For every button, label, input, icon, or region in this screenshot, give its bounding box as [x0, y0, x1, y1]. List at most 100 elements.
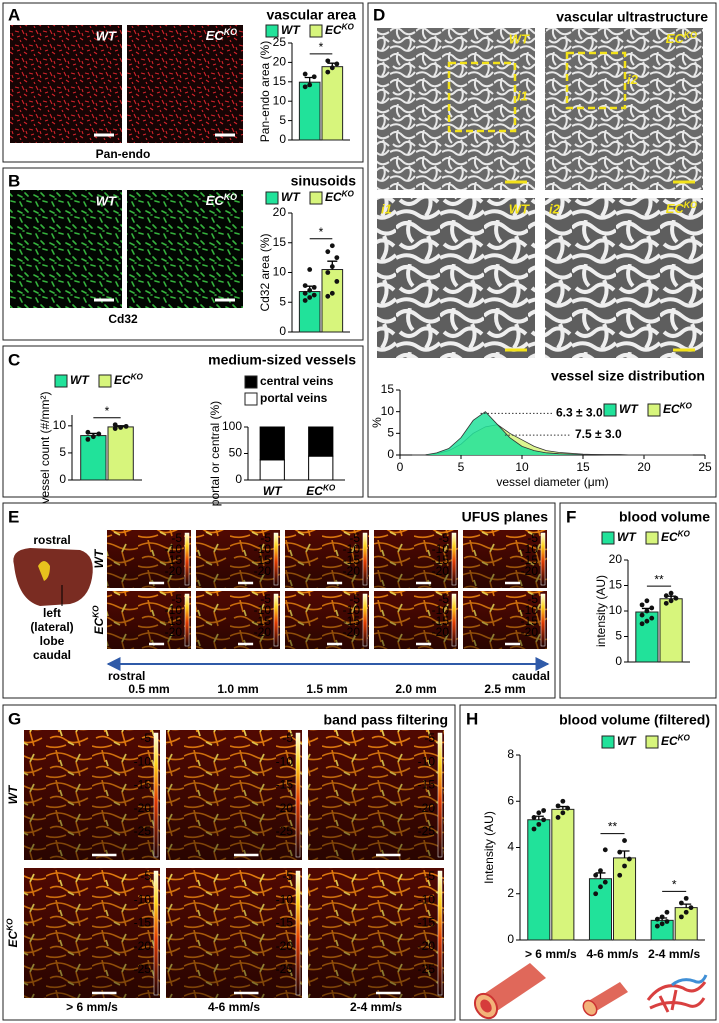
data-point	[302, 298, 308, 303]
colorbar-tick: -20	[418, 939, 436, 953]
colorbar-tick: -10	[165, 603, 183, 617]
data-point	[307, 295, 313, 300]
data-point	[325, 293, 331, 299]
legend-swatch	[309, 24, 323, 38]
image-label-main: EC	[666, 31, 685, 46]
y-tick-label: 6	[507, 793, 514, 807]
data-point	[329, 290, 335, 296]
colorbar-tick: -20	[418, 801, 436, 815]
image-shade	[374, 530, 458, 588]
row-label: ECKO	[91, 605, 106, 635]
y-tick-label: 10	[273, 265, 287, 279]
x-tick-label: 2-4 mm/s	[648, 947, 700, 961]
bar	[613, 857, 637, 941]
row-label: WT	[92, 548, 106, 568]
data-point	[683, 909, 689, 915]
x-tick-label: 10	[515, 460, 529, 474]
image-label: WT	[96, 28, 117, 43]
colorbar	[540, 532, 546, 586]
data-point	[311, 74, 317, 80]
y-axis-label: Cd32 area (%)	[258, 233, 272, 311]
data-point	[639, 602, 645, 608]
data-point	[644, 608, 650, 614]
annotation: 6.3 ± 3.0	[556, 406, 603, 420]
y-tick-label: 0	[279, 132, 286, 146]
row-label-sup: KO	[5, 918, 14, 931]
colorbar-tick: -15	[432, 614, 450, 628]
data-point	[683, 895, 689, 901]
x-tick-label-sup: KO	[323, 483, 336, 492]
bar	[107, 426, 134, 481]
colorbar-tick: -15	[418, 778, 436, 792]
colorbar-tick: -5	[438, 531, 449, 545]
colorbar-tick: -25	[134, 824, 152, 838]
axis-end: rostral	[108, 669, 145, 683]
colorbar-tick: -20	[165, 564, 183, 578]
legend-label: portal veins	[260, 391, 328, 405]
bar	[659, 598, 683, 663]
legend-swatch	[601, 531, 615, 545]
data-point	[118, 425, 124, 430]
x-tick-label: ECKO	[306, 483, 336, 498]
data-point	[85, 429, 91, 435]
data-point	[593, 872, 599, 878]
colorbar-tick: -20	[521, 625, 539, 639]
colorbar-tick: -15	[343, 614, 361, 628]
colorbar-tick: -20	[165, 625, 183, 639]
y-tick-label: 25	[273, 35, 287, 49]
colorbar-tick: -5	[140, 731, 151, 745]
legend-label-sup: KO	[680, 401, 693, 410]
liver-label: caudal	[33, 648, 71, 662]
data-point	[639, 612, 645, 618]
panel-letter: B	[8, 171, 20, 190]
significance-label: **	[608, 820, 618, 834]
data-point	[555, 815, 561, 820]
legend-label: WT	[70, 373, 90, 387]
legend-label-main: EC	[114, 373, 131, 387]
data-point	[602, 847, 608, 853]
data-point	[541, 808, 547, 813]
colorbar	[184, 532, 190, 586]
row-label-main: EC	[6, 930, 20, 947]
liver-icon	[13, 548, 93, 606]
y-axis-label: Intensity (AU)	[482, 811, 496, 884]
colorbar	[437, 870, 443, 996]
row-label-sup: KO	[91, 605, 100, 618]
y-tick-label: 0	[507, 932, 514, 946]
data-point	[663, 600, 669, 606]
y-axis-label: intensity (AU)	[594, 575, 608, 647]
colorbar-tick: -10	[418, 754, 436, 768]
column-label: 4-6 mm/s	[208, 1000, 260, 1014]
image-label-sup: KO	[684, 30, 697, 40]
panel-letter: D	[373, 5, 385, 24]
colorbar-tick: -20	[521, 564, 539, 578]
colorbar-tick: -10	[276, 892, 294, 906]
y-tick-label: 5	[279, 113, 286, 127]
image-shade	[107, 591, 191, 649]
x-tick-label: 4-6 mm/s	[586, 947, 638, 961]
legend-label-sup: KO	[678, 733, 691, 742]
bar	[80, 435, 107, 481]
data-point	[302, 71, 308, 77]
y-tick-label: 0	[387, 447, 394, 461]
colorbar-tick: -10	[432, 542, 450, 556]
data-point	[112, 426, 118, 431]
y-tick-label: 15	[609, 578, 623, 592]
legend-label-main: EC	[661, 734, 678, 748]
colorbar-tick: -10	[134, 754, 152, 768]
data-point	[112, 422, 118, 428]
data-point	[626, 856, 632, 862]
colorbar	[295, 870, 301, 996]
legend-label-sup: KO	[678, 529, 691, 538]
y-axis-label: vessel count (#/mm²)	[38, 391, 52, 503]
legend-swatch	[309, 191, 323, 205]
sem-image	[377, 198, 535, 358]
data-point	[334, 61, 340, 67]
colorbar-tick: -5	[349, 592, 360, 606]
panel-letter: A	[8, 5, 20, 24]
colorbar-tick: -15	[418, 916, 436, 930]
panel-frame	[2, 502, 556, 699]
image-shade	[166, 730, 302, 860]
colorbar-tick: -20	[343, 625, 361, 639]
x-axis-label: vessel diameter (μm)	[496, 475, 608, 489]
